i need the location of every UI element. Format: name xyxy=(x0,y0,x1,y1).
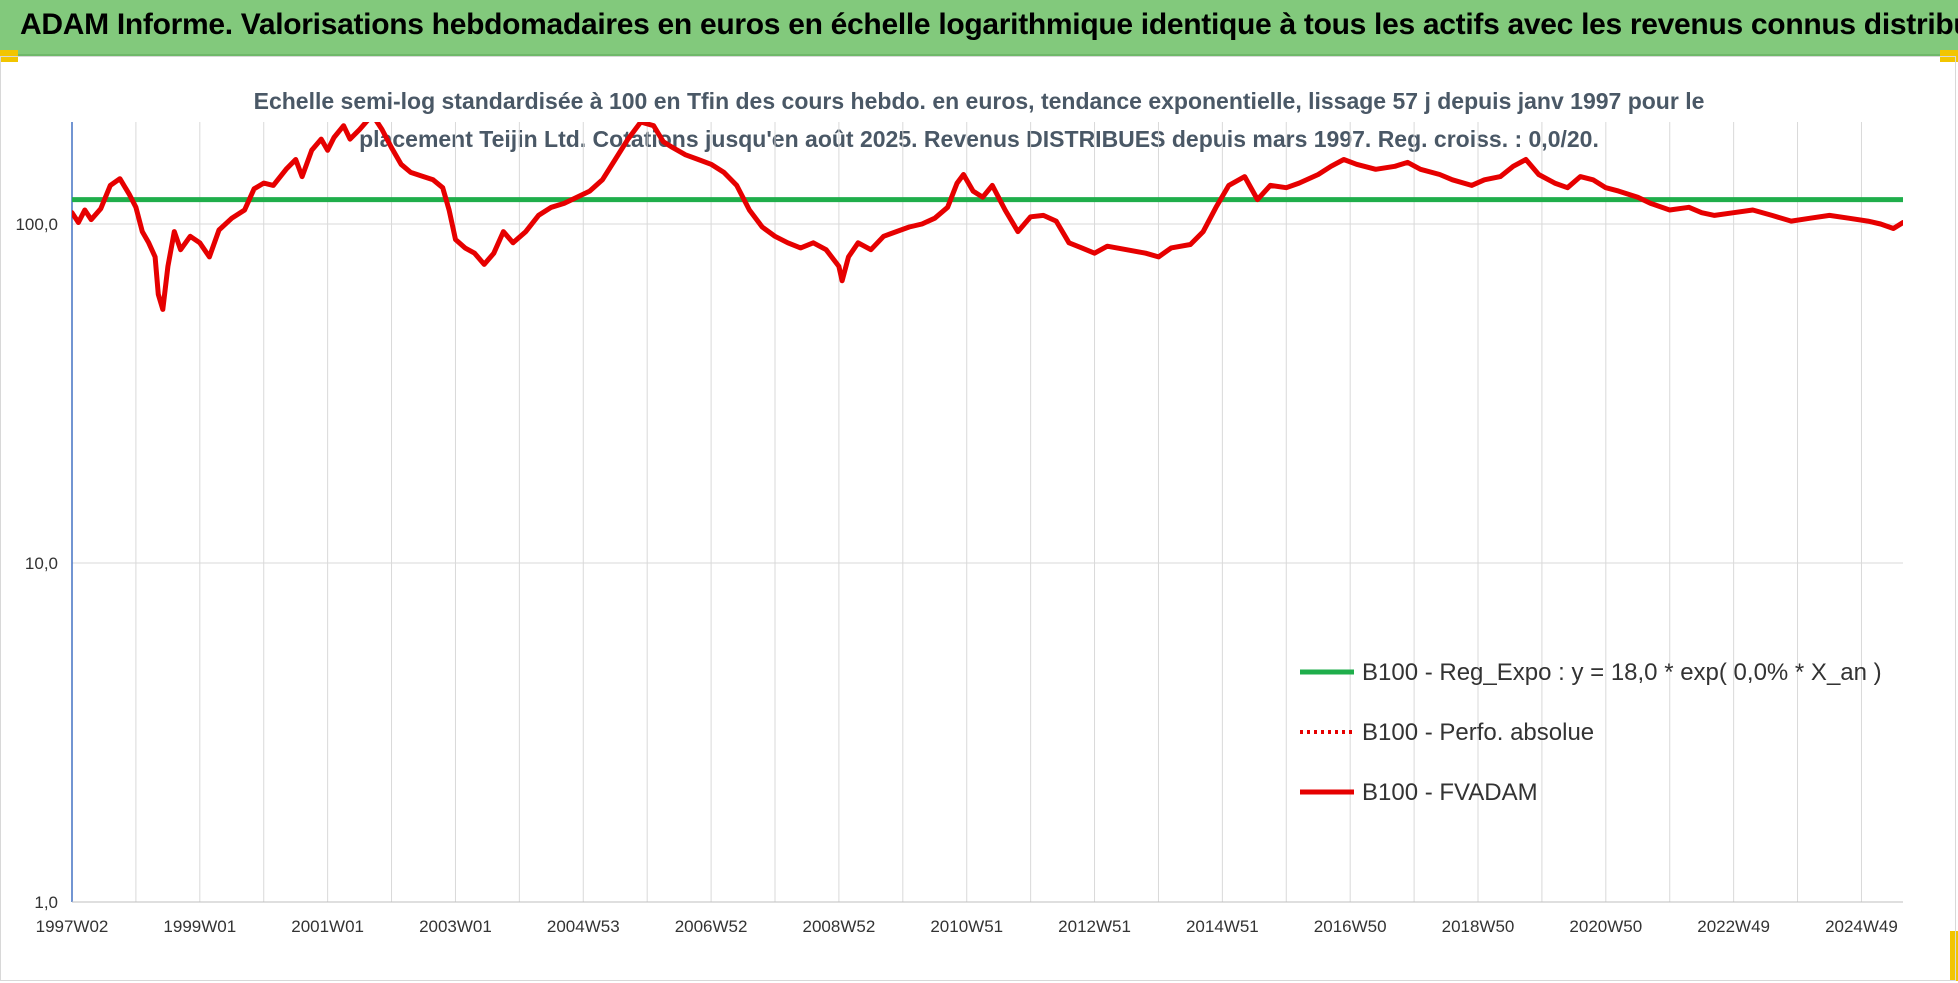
x-tick-label: 2022W49 xyxy=(1697,917,1770,936)
y-tick-label: 10,0 xyxy=(25,554,58,573)
x-tick-label: 2020W50 xyxy=(1569,917,1642,936)
corner-marker-bottom-right xyxy=(1950,931,1958,981)
x-tick-label: 2024W49 xyxy=(1825,917,1898,936)
x-tick-label: 2008W52 xyxy=(803,917,876,936)
x-tick-label: 2003W01 xyxy=(419,917,492,936)
header-banner: ADAM Informe. Valorisations hebdomadaire… xyxy=(0,0,1958,56)
x-tick-label: 2006W52 xyxy=(675,917,748,936)
x-tick-label: 1999W01 xyxy=(163,917,236,936)
legend-label: B100 - Reg_Expo : y = 18,0 * exp( 0,0% *… xyxy=(1362,659,1882,686)
page-title: ADAM Informe. Valorisations hebdomadaire… xyxy=(20,8,1958,41)
x-tick-label: 2010W51 xyxy=(930,917,1003,936)
chart-frame xyxy=(0,56,1956,981)
x-tick-label: 2018W50 xyxy=(1442,917,1515,936)
x-tick-label: 1997W02 xyxy=(36,917,109,936)
chart-subtitle-line1: Echelle semi-log standardisée à 100 en T… xyxy=(253,88,1705,114)
y-tick-label: 1,0 xyxy=(34,893,58,912)
legend-label: B100 - Perfo. absolue xyxy=(1362,719,1594,746)
x-tick-label: 2012W51 xyxy=(1058,917,1131,936)
legend-label: B100 - FVADAM xyxy=(1362,779,1538,806)
x-tick-label: 2004W53 xyxy=(547,917,620,936)
y-tick-label: 100,0 xyxy=(15,215,58,234)
x-tick-label: 2001W01 xyxy=(291,917,364,936)
chart-subtitle-line2: placement Teijin Ltd. Cotations jusqu'en… xyxy=(359,126,1599,152)
x-tick-label: 2016W50 xyxy=(1314,917,1387,936)
series-line-2 xyxy=(72,122,1903,312)
x-tick-label: 2014W51 xyxy=(1186,917,1259,936)
